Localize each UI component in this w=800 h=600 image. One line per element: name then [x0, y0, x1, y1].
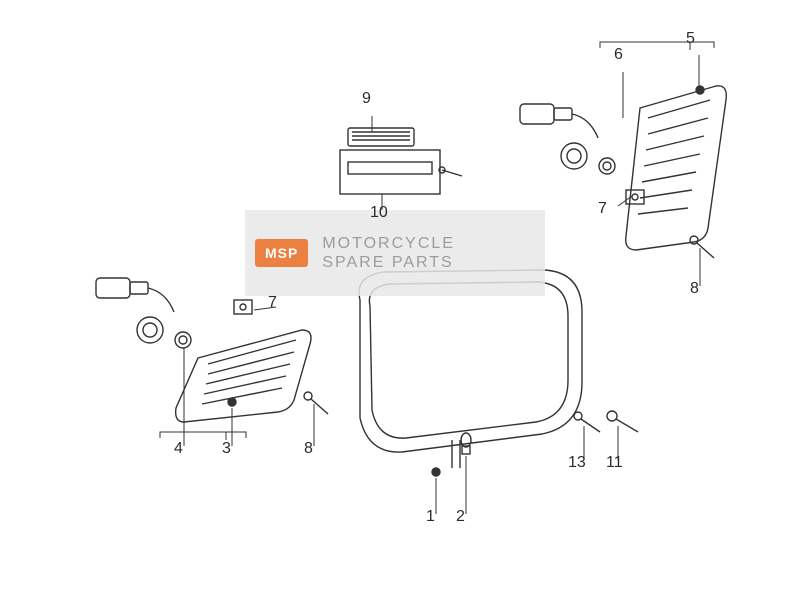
watermark-logo: MSP	[255, 239, 308, 267]
screw-13	[574, 412, 600, 432]
watermark-line2: SPARE PARTS	[322, 253, 455, 272]
label-1: 1	[426, 508, 435, 526]
screw-11	[607, 411, 638, 432]
label-2: 2	[456, 508, 465, 526]
label-13: 13	[568, 454, 586, 472]
label-8a: 8	[690, 280, 699, 298]
ref-dot-5	[696, 86, 704, 94]
clip-left	[234, 300, 252, 314]
label-4: 4	[174, 440, 183, 458]
ref-dot-1	[432, 468, 440, 476]
label-7b: 7	[268, 294, 277, 312]
watermark-line1: MOTORCYCLE	[322, 234, 455, 253]
label-6: 6	[614, 46, 623, 64]
label-9: 9	[362, 90, 371, 108]
label-5: 5	[686, 30, 695, 48]
left-bulb-holder	[96, 278, 191, 348]
right-indicator-lens	[626, 86, 727, 250]
plate-light-box	[340, 128, 440, 194]
right-bulb-holder	[520, 104, 615, 174]
watermark: MSP MOTORCYCLE SPARE PARTS	[245, 210, 545, 296]
left-indicator-lens	[176, 330, 311, 422]
watermark-text: MOTORCYCLE SPARE PARTS	[322, 234, 455, 272]
exploded-diagram: MSP MOTORCYCLE SPARE PARTS 5 6 9 7 10 8 …	[0, 0, 800, 600]
ref-dot-3	[228, 398, 236, 406]
screw-plate-light	[439, 167, 462, 176]
label-10: 10	[370, 204, 388, 222]
label-3: 3	[222, 440, 231, 458]
label-7a: 7	[598, 200, 607, 218]
clip-right	[626, 190, 644, 204]
label-11: 11	[606, 454, 623, 472]
label-8b: 8	[304, 440, 313, 458]
screw-8-left	[304, 392, 328, 414]
parts-drawing	[0, 0, 800, 600]
